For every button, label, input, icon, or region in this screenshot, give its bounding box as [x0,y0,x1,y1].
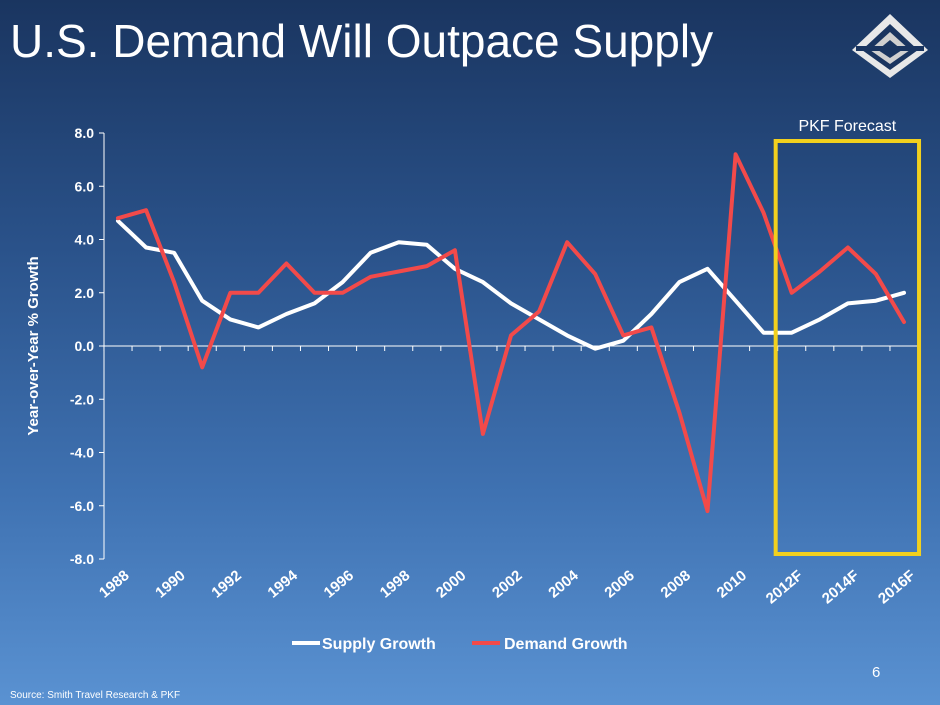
source-note: Source: Smith Travel Research & PKF [10,690,181,701]
x-tick-label: 1992 [208,567,244,601]
y-tick-label: -4.0 [70,445,94,461]
legend-demand-label: Demand Growth [504,636,628,653]
x-tick-label: 2016F [875,567,919,607]
legend-supply-label: Supply Growth [322,636,436,653]
x-tick-label: 2000 [433,567,469,601]
x-tick-label: 2012F [763,567,807,607]
x-tick-label: 2014F [819,567,863,607]
x-tick-label: 1996 [321,567,357,601]
y-tick-label: 6.0 [75,178,95,194]
forecast-label: PKF Forecast [798,118,896,135]
x-tick-label: 1990 [152,567,188,601]
page-title: U.S. Demand Will Outpace Supply [10,15,714,67]
x-tick-label: 2004 [545,567,582,602]
x-tick-label: 2002 [489,567,525,601]
x-tick-label: 2010 [714,567,750,601]
demand-growth-line [116,152,906,514]
company-logo [852,14,928,78]
y-tick-label: -8.0 [70,551,94,567]
x-tick-label: 1994 [265,567,302,602]
y-tick-label: 4.0 [75,232,95,248]
forecast-highlight-box [773,139,922,556]
y-tick-label: 8.0 [75,125,95,141]
page-number: 6 [872,664,881,681]
y-tick-label: -2.0 [70,391,94,407]
x-tick-label: 1988 [96,567,132,601]
y-tick-label: 0.0 [75,338,95,354]
y-axis-label: Year-over-Year % Growth [25,256,42,435]
x-tick-label: 2008 [658,567,694,601]
supply-growth-line [116,218,906,351]
x-tick-label: 1998 [377,567,413,601]
y-tick-label: -6.0 [70,498,94,514]
x-tick-label: 2006 [601,567,637,601]
y-tick-label: 2.0 [75,285,95,301]
